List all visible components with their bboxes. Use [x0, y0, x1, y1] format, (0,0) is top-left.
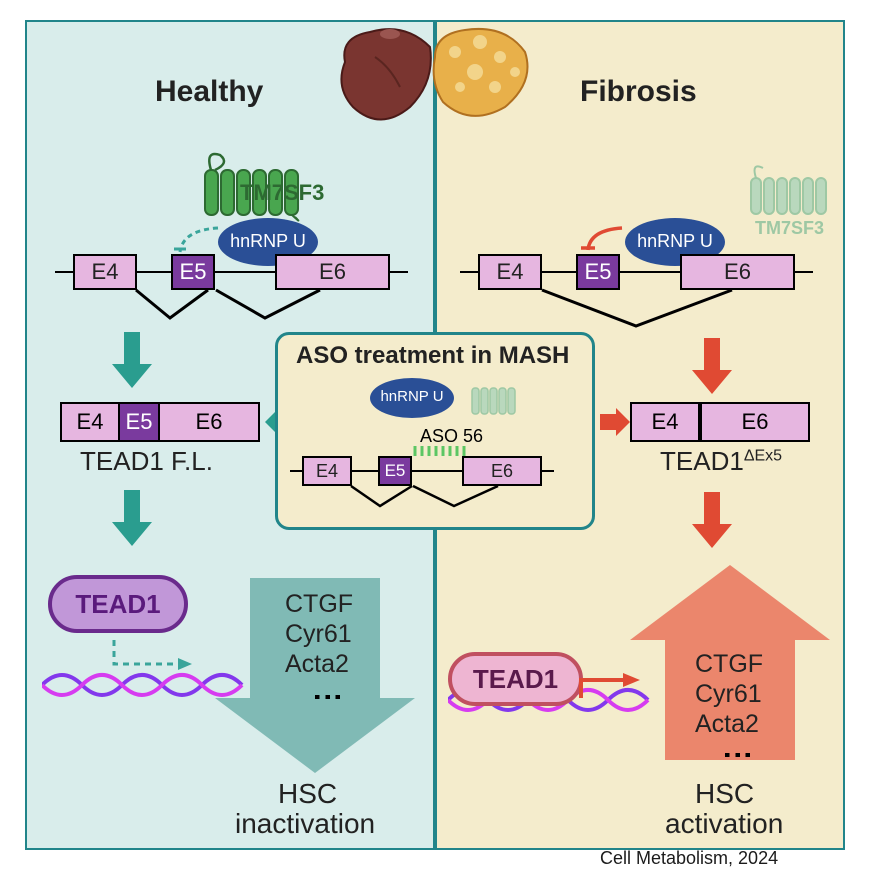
hsc-inact-l1: HSC [278, 778, 337, 810]
product-e6: E6 [160, 402, 260, 442]
exon-e4-left: E4 [73, 254, 137, 290]
heading-fibrosis: Fibrosis [580, 75, 697, 109]
healthy-liver-icon [341, 29, 430, 119]
tm7sf3-label-left: TM7SF3 [240, 180, 324, 206]
exon-e6-aso: E6 [462, 456, 542, 486]
product-e6-r: E6 [700, 402, 810, 442]
tead1-pill-pink: TEAD1 [448, 652, 583, 706]
gene-ellipsis-right: ⋮ [720, 740, 755, 767]
hnrnpu-label-left: hnRNP U [218, 231, 318, 252]
hnrnpu-oval-aso: hnRNP U [370, 378, 454, 418]
delta-sup: ΔEx5 [744, 447, 782, 464]
tm7sf3-faded-aso [468, 376, 524, 420]
exon-e5-aso: E5 [378, 456, 412, 486]
splice-v-left-2 [210, 288, 330, 324]
product-e4: E4 [60, 402, 120, 442]
liver-graphic [335, 12, 535, 142]
aso-oligo-icon [412, 444, 474, 458]
gene-cyr61-right: Cyr61 [695, 680, 762, 709]
tm7sf3-label-faded: TM7SF3 [755, 218, 824, 239]
product-e5: E5 [120, 402, 160, 442]
hsc-act-l2: activation [665, 808, 783, 840]
splice-v-right-skip [536, 288, 746, 332]
hnrnpu-label-aso: hnRNP U [370, 388, 454, 405]
diagram-canvas: Healthy Fibrosis TM7SF3 [0, 0, 870, 876]
product-label-delta: TEAD1ΔEx5 [660, 446, 782, 477]
hsc-inact-l2: inactivation [235, 808, 375, 840]
exon-e5-left: E5 [171, 254, 215, 290]
exon-e5-right: E5 [576, 254, 620, 290]
gene-ctgf-left: CTGF [285, 590, 353, 619]
heading-healthy: Healthy [155, 75, 263, 109]
tead-weak-binding-arrow [108, 636, 198, 676]
exon-e4-aso: E4 [302, 456, 352, 486]
flow-arrow-left-2 [110, 488, 154, 548]
hsc-act-l1: HSC [695, 778, 754, 810]
flow-arrow-right-1 [690, 336, 734, 396]
gene-acta2-left: Acta2 [285, 650, 349, 679]
gene-acta2-right: Acta2 [695, 710, 759, 739]
gene-ctgf-right: CTGF [695, 650, 763, 679]
flow-arrow-left-1 [110, 330, 154, 390]
gene-ellipsis-left: ⋮ [310, 682, 345, 709]
tead1-pill-purple: TEAD1 [48, 575, 188, 633]
hnrnpu-label-right: hnRNP U [625, 231, 725, 252]
product-tead1-fl: E4 E5 E6 [60, 402, 260, 442]
flow-arrow-right-2 [690, 490, 734, 550]
pre-mrna-fibrosis: E4 E5 E6 [460, 254, 813, 290]
citation-text: Cell Metabolism, 2024 [600, 848, 778, 869]
aso-title: ASO treatment in MASH [296, 342, 569, 370]
exon-e4-right: E4 [478, 254, 542, 290]
product-label-fl: TEAD1 F.L. [80, 446, 213, 477]
tead-strong-binding-arrow [575, 670, 645, 710]
pre-mrna-healthy: E4 E5 E6 [55, 254, 408, 290]
splice-v-aso-2 [408, 484, 508, 512]
product-tead1-dex5: E4 E6 [630, 402, 810, 442]
exon-e6-right: E6 [680, 254, 795, 290]
gene-cyr61-left: Cyr61 [285, 620, 352, 649]
delta-base: TEAD1 [660, 446, 744, 476]
product-e4-r: E4 [630, 402, 700, 442]
pre-mrna-aso: E4 E5 E6 [290, 456, 554, 486]
tm7sf3-faded-right [745, 160, 835, 222]
product-ptr-right [598, 408, 630, 436]
exon-e6-left: E6 [275, 254, 390, 290]
